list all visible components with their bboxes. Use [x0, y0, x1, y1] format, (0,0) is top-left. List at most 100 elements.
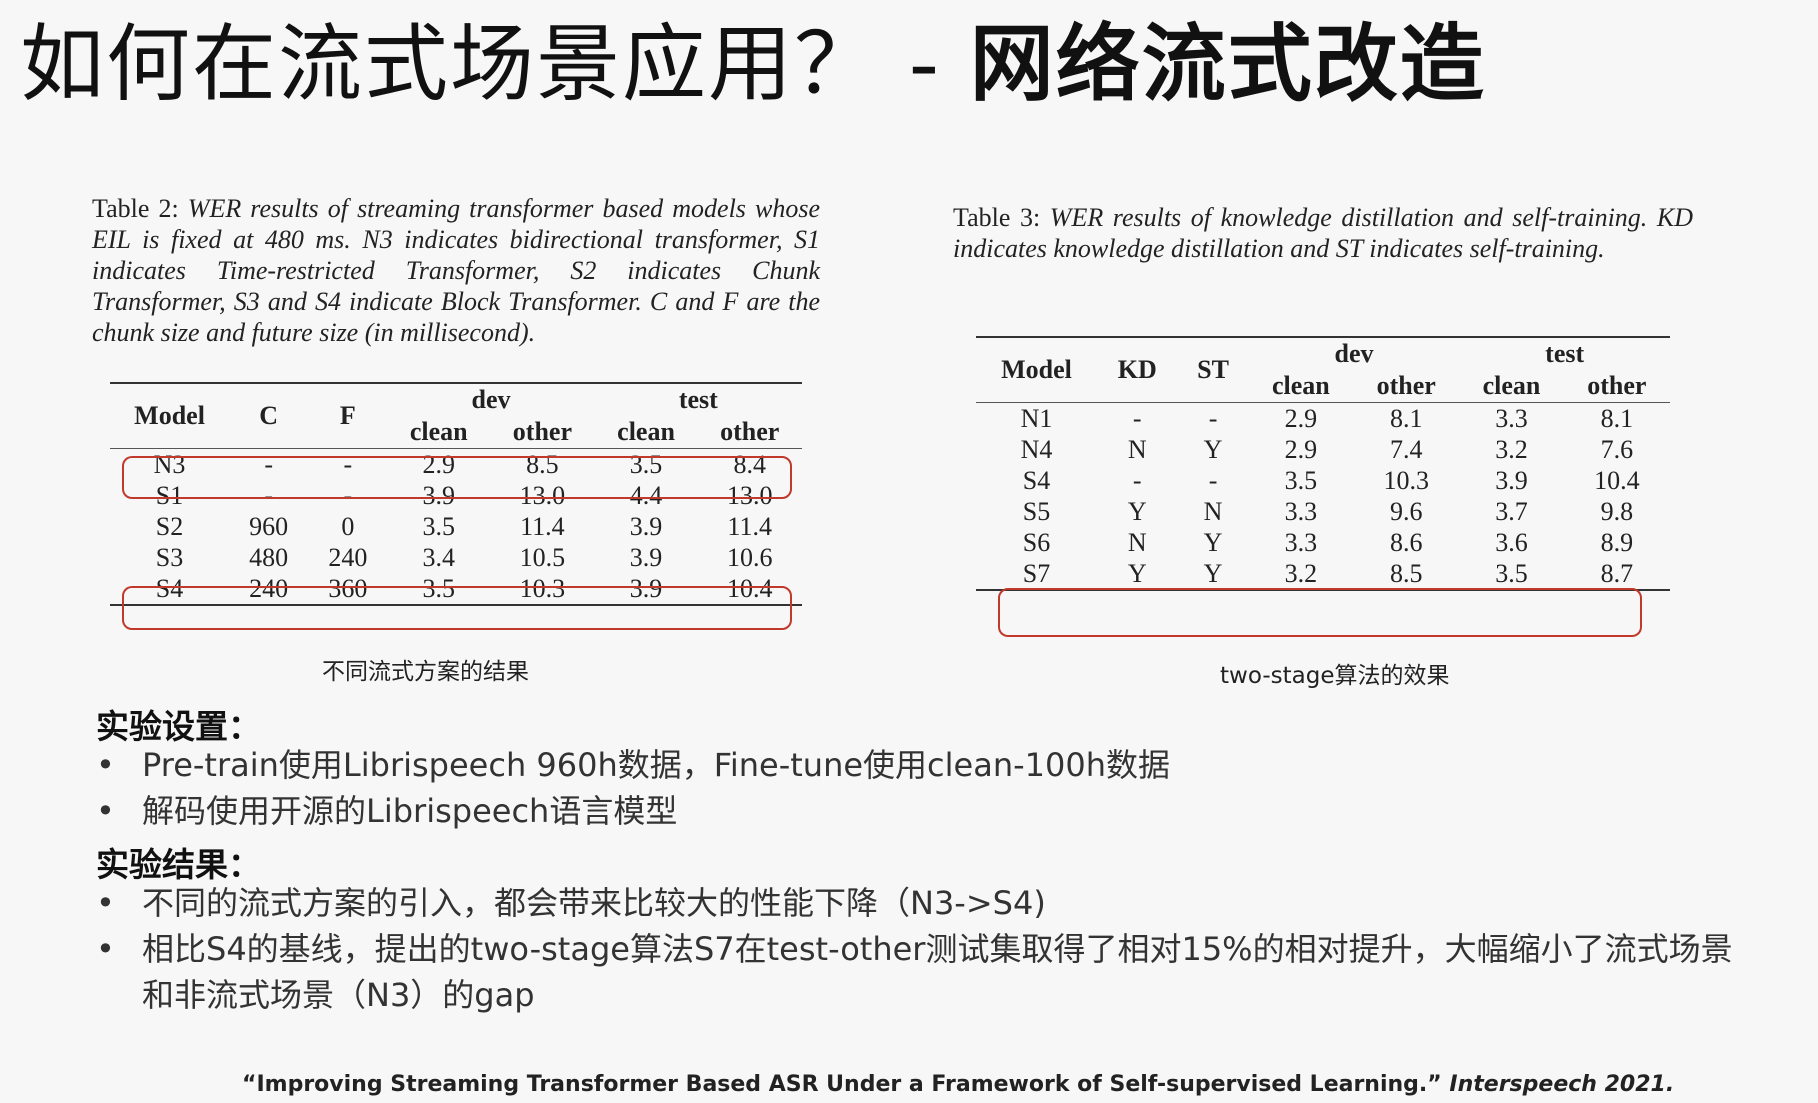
- results-heading: 实验结果：: [96, 845, 261, 884]
- table2-cell: 3.5: [594, 448, 698, 480]
- table2-header-dev: dev: [387, 382, 595, 416]
- table3-cell: -: [1177, 402, 1249, 434]
- table2-row: S4 240 360 3.5 10.3 3.9 10.4: [110, 573, 802, 606]
- table2-cell: 2.9: [387, 448, 491, 480]
- table3-cell: Y: [1203, 528, 1223, 557]
- table2-body: N3- -2.9 8.5 3.5 8.4 S1- -3.9 13.0 4.4 13.0 S2 960 0…: [110, 448, 802, 606]
- table2-row: N3- -2.9 8.5 3.5 8.4: [110, 448, 802, 480]
- paper-title: “Improving Streaming Transformer Based A…: [242, 1072, 1442, 1097]
- table3-header-dev-other: other: [1376, 371, 1436, 400]
- setup-heading: 实验设置：: [96, 707, 261, 746]
- table3-cell: -: [1208, 466, 1218, 495]
- bullet-dot: •: [96, 792, 115, 830]
- table2-cell: 360: [308, 573, 388, 606]
- table3-cell: -: [1097, 402, 1178, 434]
- table3-header-kd: KD: [1097, 336, 1178, 403]
- table2-header-dev-clean: clean: [409, 417, 468, 446]
- table3-cell: Y: [1097, 558, 1178, 591]
- table2-cell: 3.5: [387, 573, 491, 606]
- table2-cell: 480: [249, 543, 289, 572]
- table2-cell: 3.5: [422, 512, 456, 541]
- table3-cell: S7: [976, 558, 1097, 591]
- table3-row: N1- -2.9 8.1 3.3 8.1: [976, 402, 1670, 434]
- table3-cell: Y: [1203, 435, 1223, 464]
- table2: Model C F dev test clean other clean oth…: [110, 382, 802, 606]
- table2-header-test: test: [594, 382, 802, 416]
- table2-row: S3 480 240 3.4 10.5 3.9 10.6: [110, 542, 802, 573]
- table3-cell: S6: [1022, 528, 1051, 557]
- table2-header-dev-other: other: [512, 417, 572, 446]
- slide-title-part1: 如何在流式场景应用？ -: [20, 15, 942, 113]
- table3-cell: Y: [1177, 558, 1249, 591]
- paper-venue: Interspeech 2021.: [1449, 1072, 1675, 1097]
- table3-cell: N4: [1020, 435, 1053, 464]
- table2-cell: 11.4: [727, 512, 772, 541]
- table3-subcaption: two-stage算法的效果: [1220, 663, 1450, 689]
- table3-header-test-other: other: [1587, 371, 1647, 400]
- table3-caption-label: Table 3:: [953, 203, 1041, 232]
- table2-cell: -: [264, 481, 273, 510]
- table3-cell: N1: [976, 402, 1097, 434]
- table2-caption-text: WER results of streaming transformer bas…: [92, 194, 820, 347]
- table2-cell: 3.9: [422, 481, 456, 510]
- table2-header-c: C: [229, 382, 309, 449]
- bullet-dot: •: [96, 884, 115, 922]
- table3-row: S5 Y N 3.3 9.6 3.7 9.8: [976, 496, 1670, 527]
- table3-cell: 10.3: [1383, 466, 1429, 495]
- table3-cell: -: [1132, 466, 1142, 495]
- table2-highlight-n3: [122, 456, 792, 499]
- table2-cell: 3.4: [422, 543, 456, 572]
- table2-row: S1 - - 3.9 13.0 4.4 13.0: [110, 480, 802, 511]
- table3-cell: 8.6: [1389, 528, 1423, 557]
- table2-cell: -: [308, 448, 388, 480]
- table3-header-dev: dev: [1248, 336, 1460, 370]
- table2-header-f: F: [308, 382, 388, 449]
- table3-cell: 2.9: [1284, 435, 1318, 464]
- table3-cell: 3.7: [1495, 497, 1528, 526]
- table3-cell: 8.9: [1600, 528, 1634, 557]
- table2-cell: -: [343, 481, 353, 510]
- table3-cell: 10.4: [1594, 466, 1640, 495]
- slide-title: 如何在流式场景应用？ - 网络流式改造: [20, 14, 1486, 114]
- table3-cell: 3.3: [1284, 528, 1318, 557]
- table2-cell: S3: [155, 543, 184, 572]
- table3-body: N1- -2.9 8.1 3.3 8.1 N4 N Y 2.9 7.4 3.2 7.6 S4- -3.5 1…: [976, 402, 1670, 591]
- table3-cell: 2.9: [1248, 402, 1354, 434]
- table2-subcaption: 不同流式方案的结果: [322, 659, 529, 685]
- table3-cell: 3.9: [1495, 466, 1528, 495]
- table2-cell: 960: [249, 512, 289, 541]
- table3-cell: 9.6: [1389, 497, 1423, 526]
- table2-cell: 3.9: [629, 512, 663, 541]
- table2-cell: 8.5: [490, 448, 595, 480]
- setup-list: • Pre-train使用Librispeech 960h数据，Fine-tun…: [96, 742, 1736, 834]
- table3: Model KD ST dev test clean other clean o…: [976, 336, 1670, 591]
- table2-cell: N3: [110, 448, 230, 480]
- table3-row: S4 - - 3.5 10.3 3.9 10.4: [976, 465, 1670, 496]
- table3-cell: N: [1203, 497, 1223, 526]
- table3-cell: 8.1: [1353, 402, 1460, 434]
- table2-highlight-s4: [122, 586, 792, 630]
- table3-cell: 7.4: [1389, 435, 1423, 464]
- table3-caption-text: WER results of knowledge distillation an…: [953, 203, 1693, 263]
- results-item: • 不同的流式方案的引入，都会带来比较大的性能下降（N3->S4): [96, 880, 1736, 926]
- setup-item: • 解码使用开源的Librispeech语言模型: [96, 788, 1736, 834]
- table3-cell: 3.2: [1495, 435, 1528, 464]
- table2-cell: 10.6: [726, 543, 773, 572]
- table2-header-test-clean: clean: [617, 417, 675, 446]
- table3-highlight-s7: [998, 588, 1642, 637]
- table3-cell: S4: [1022, 466, 1051, 495]
- table2-row: S2 960 0 3.5 11.4 3.9 11.4: [110, 511, 802, 542]
- table3-cell: 9.8: [1600, 497, 1634, 526]
- bullet-dot: •: [96, 746, 115, 784]
- table3-cell: 3.3: [1459, 402, 1564, 434]
- results-item: • 相比S4的基线，提出的two-stage算法S7在test-other测试集…: [96, 926, 1736, 1018]
- results-item-text: 不同的流式方案的引入，都会带来比较大的性能下降（N3->S4): [142, 884, 1046, 922]
- table3-cell: 3.3: [1284, 497, 1318, 526]
- table2-cell: 10.5: [519, 543, 566, 572]
- bullet-dot: •: [96, 930, 115, 968]
- table2-cell: 240: [229, 573, 309, 606]
- table3-header-dev-clean: clean: [1272, 371, 1330, 400]
- table2-cell: -: [229, 448, 309, 480]
- table2-cell: S1: [155, 481, 184, 510]
- table3-cell: S5: [1022, 497, 1051, 526]
